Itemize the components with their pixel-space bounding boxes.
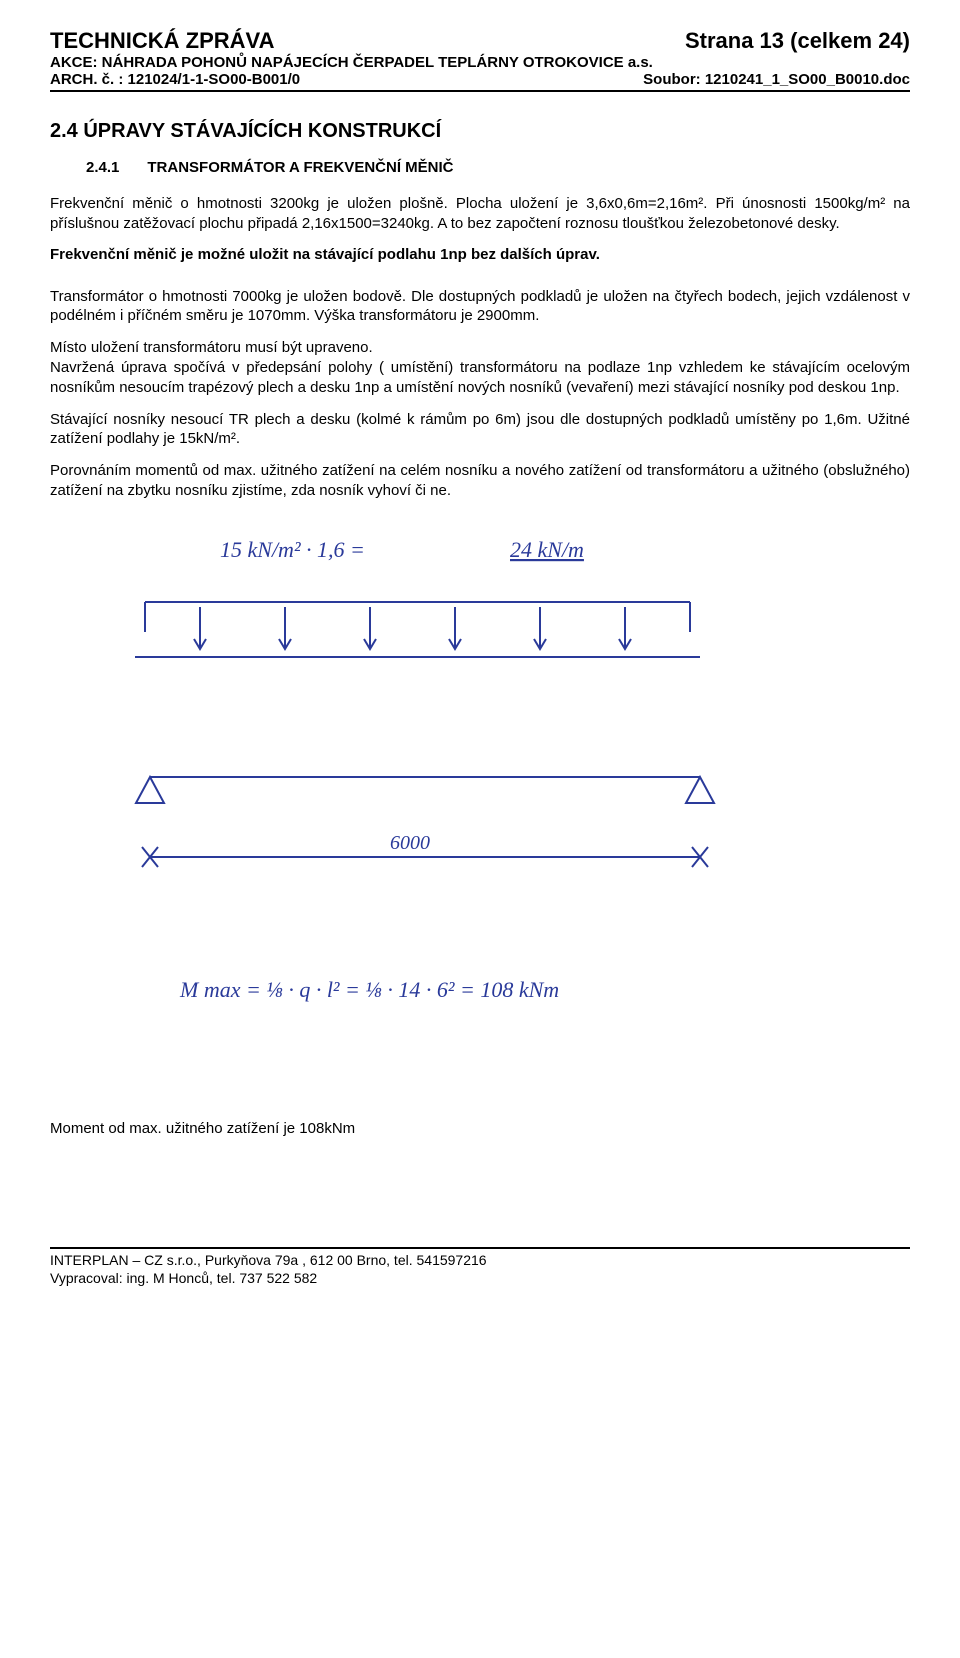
footer-line-2: Vypracoval: ing. M Honců, tel. 737 522 5… [50,1269,910,1287]
subsection-number: 2.4.1 [86,159,119,176]
header-row-3: ARCH. č. : 121024/1-1-SO00-B001/0 Soubor… [50,71,910,88]
hand-sketch: 15 kN/m² · 1,6 = 24 kN/m [50,527,910,1087]
document-footer: INTERPLAN – CZ s.r.o., Purkyňova 79a , 6… [50,1247,910,1287]
sketch-calc1-left: 15 kN/m² · 1,6 = [220,537,365,562]
subsection-heading: 2.4.1 TRANSFORMÁTOR A FREKVENČNÍ MĚNIČ [50,159,910,176]
subsection-title: TRANSFORMÁTOR A FREKVENČNÍ MĚNIČ [147,159,453,176]
paragraph-1: Frekvenční měnič o hmotnosti 3200kg je u… [50,194,910,234]
header-row-1: TECHNICKÁ ZPRÁVA Strana 13 (celkem 24) [50,28,910,54]
footer-line-1: INTERPLAN – CZ s.r.o., Purkyňova 79a , 6… [50,1251,910,1269]
paragraph-bold: Frekvenční měnič je možné uložit na stáv… [50,246,910,263]
header-row-2: AKCE: NÁHRADA POHONŮ NAPÁJECÍCH ČERPADEL… [50,54,910,71]
sketch-simple-beam [136,777,714,803]
header-soupor: Soubor: 1210241_1_SO00_B0010.doc [643,71,910,88]
header-akce: AKCE: NÁHRADA POHONŮ NAPÁJECÍCH ČERPADEL… [50,54,653,71]
header-title-left: TECHNICKÁ ZPRÁVA [50,28,274,54]
paragraph-3: Místo uložení transformátoru musí být up… [50,338,910,358]
header-arch-number: ARCH. č. : 121024/1-1-SO00-B001/0 [50,71,300,88]
page: TECHNICKÁ ZPRÁVA Strana 13 (celkem 24) A… [0,0,960,1317]
section-heading: 2.4 ÚPRAVY STÁVAJÍCÍCH KONSTRUKCÍ [50,120,910,143]
document-header: TECHNICKÁ ZPRÁVA Strana 13 (celkem 24) A… [50,28,910,92]
header-page-indicator: Strana 13 (celkem 24) [685,28,910,54]
sketch-distributed-load [135,602,700,657]
paragraph-5: Stávající nosníky nesoucí TR plech a des… [50,410,910,450]
paragraph-2: Transformátor o hmotnosti 7000kg je ulož… [50,287,910,327]
sketch-span-label: 6000 [390,832,430,854]
paragraph-4: Navržená úprava spočívá v předepsání pol… [50,358,910,398]
sketch-moment-formula: M max = ⅛ · q · l² = ⅛ · 14 · 6² = 108 k… [179,977,559,1002]
sketch-calc1-right: 24 kN/m [510,537,584,562]
paragraph-6: Porovnáním momentů od max. užitného zatí… [50,461,910,501]
moment-result-text: Moment od max. užitného zatížení je 108k… [50,1120,910,1137]
